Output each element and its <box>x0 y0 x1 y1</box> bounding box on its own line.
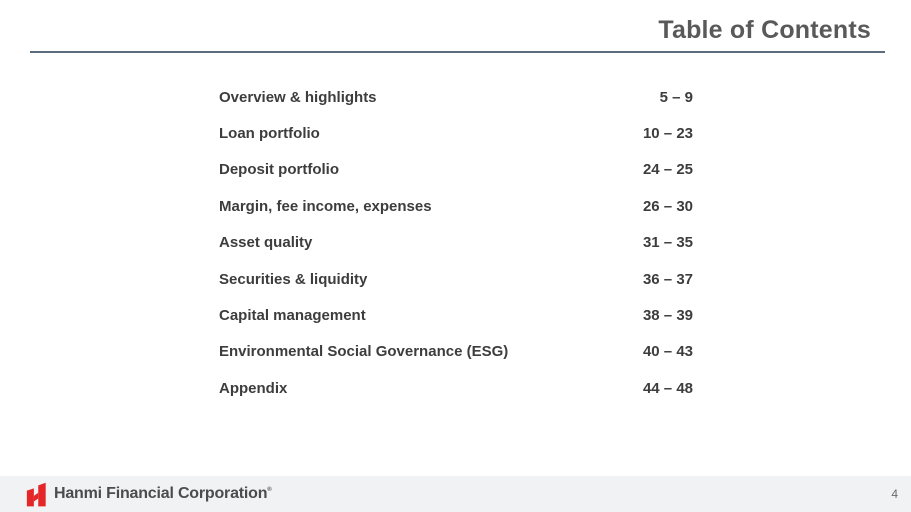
toc-item-pages: 5 – 9 <box>659 88 693 106</box>
trademark-symbol: ® <box>267 487 272 493</box>
toc-item-pages: 24 – 25 <box>642 161 693 179</box>
footer-bar: Hanmi Financial Corporation® 4 <box>0 476 911 512</box>
brand-name: Hanmi Financial Corporation® <box>54 485 272 502</box>
toc-item-pages: 40 – 43 <box>642 343 693 361</box>
toc-item-pages: 38 – 39 <box>642 307 693 325</box>
toc-item-label: Loan portfolio <box>219 125 320 143</box>
page-title: Table of Contents <box>658 16 871 44</box>
toc-item: Environmental Social Governance (ESG) 40… <box>219 334 693 370</box>
toc-item: Deposit portfolio 24 – 25 <box>219 152 693 188</box>
brand-lockup: Hanmi Financial Corporation® <box>26 482 272 507</box>
page-number: 4 <box>891 487 898 501</box>
toc-item-pages: 36 – 37 <box>642 270 693 288</box>
table-of-contents: Overview & highlights 5 – 9 Loan portfol… <box>219 79 693 407</box>
toc-item: Margin, fee income, expenses 26 – 30 <box>219 188 693 224</box>
toc-item-label: Deposit portfolio <box>219 161 339 179</box>
toc-item-label: Appendix <box>219 379 288 397</box>
toc-item-pages: 10 – 23 <box>642 125 693 143</box>
toc-item: Securities & liquidity 36 – 37 <box>219 261 693 297</box>
toc-item-label: Overview & highlights <box>219 88 377 106</box>
toc-item-label: Environmental Social Governance (ESG) <box>219 343 509 361</box>
toc-item: Asset quality 31 – 35 <box>219 225 693 261</box>
toc-item-label: Asset quality <box>219 234 313 252</box>
toc-item: Loan portfolio 10 – 23 <box>219 115 693 151</box>
hanmi-logo-icon <box>26 482 46 506</box>
toc-item-pages: 26 – 30 <box>642 197 693 215</box>
toc-item-pages: 44 – 48 <box>642 379 693 397</box>
title-divider <box>30 51 885 53</box>
toc-item-label: Capital management <box>219 307 366 325</box>
toc-item: Appendix 44 – 48 <box>219 370 693 406</box>
toc-item: Capital management 38 – 39 <box>219 297 693 333</box>
toc-item-label: Margin, fee income, expenses <box>219 197 432 215</box>
toc-item-label: Securities & liquidity <box>219 270 368 288</box>
toc-item: Overview & highlights 5 – 9 <box>219 79 693 115</box>
toc-item-pages: 31 – 35 <box>642 234 693 252</box>
